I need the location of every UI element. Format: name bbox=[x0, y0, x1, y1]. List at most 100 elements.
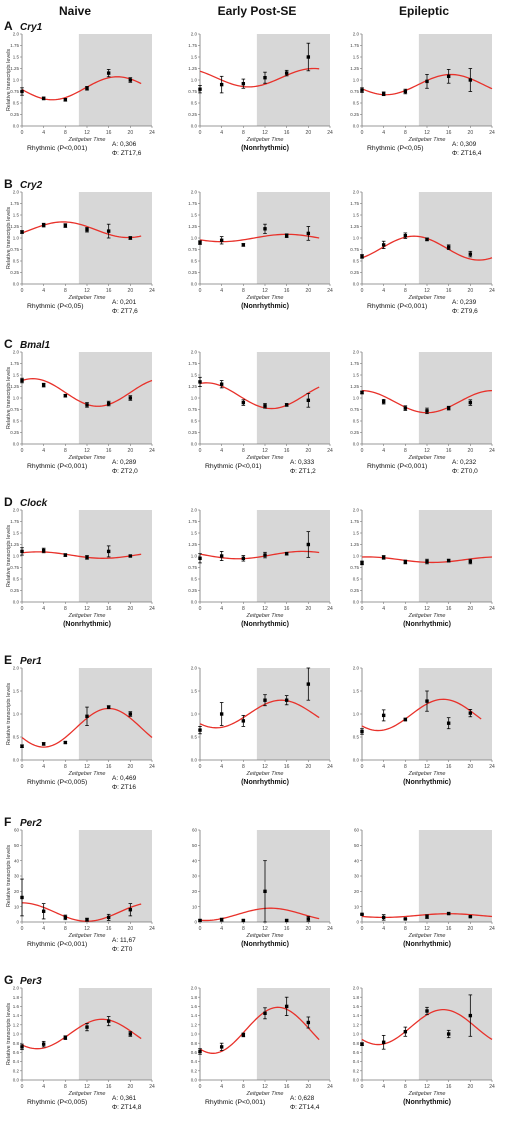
y-tick-label: 0.5 bbox=[13, 101, 20, 106]
data-point bbox=[20, 895, 24, 900]
rhythm-status: Rhythmic (P<0,001) bbox=[27, 463, 87, 470]
y-tick-label: 2.0 bbox=[191, 32, 198, 37]
data-point bbox=[20, 89, 24, 94]
data-point bbox=[20, 230, 24, 234]
y-tick-label: 2.0 bbox=[353, 32, 360, 37]
y-tick-label: 0 bbox=[356, 920, 359, 925]
y-tick-label: 1.75 bbox=[350, 519, 359, 524]
panel-clock-1: 0.0 0.25 0.5 0.75 1.0 1.25 1.5 1.75 2.0 0 4 8 12 16 20… bbox=[188, 508, 333, 628]
data-point bbox=[219, 82, 224, 87]
y-tick-label: 2.0 bbox=[353, 350, 360, 355]
y-tick-label: 0.5 bbox=[191, 101, 198, 106]
fit-curve bbox=[21, 221, 142, 239]
y-tick-label: 1.25 bbox=[188, 66, 197, 71]
y-tick-label: 50 bbox=[14, 843, 20, 848]
y-tick-label: 1.75 bbox=[350, 361, 359, 366]
phase-text: Φ: ZT16 bbox=[112, 784, 136, 791]
y-tick-label: 1.25 bbox=[350, 384, 359, 389]
rhythm-status: Rhythmic (P<0,01) bbox=[205, 463, 261, 470]
x-tick-label: 20 bbox=[306, 1084, 312, 1090]
x-tick-label: 20 bbox=[468, 130, 474, 136]
x-tick-label: 8 bbox=[242, 288, 245, 294]
y-tick-label: 1.5 bbox=[353, 55, 360, 60]
x-tick-label: 0 bbox=[361, 926, 364, 932]
x-tick-label: 24 bbox=[489, 130, 495, 136]
y-tick-label: 0.75 bbox=[188, 565, 197, 570]
y-tick-label: 0.0 bbox=[13, 600, 20, 605]
x-tick-label: 4 bbox=[220, 1084, 223, 1090]
x-tick-label: 16 bbox=[106, 764, 112, 770]
data-point bbox=[446, 911, 451, 916]
rhythm-status: (Nonrhythmic) bbox=[403, 941, 451, 948]
x-tick-label: 24 bbox=[149, 288, 155, 294]
data-point bbox=[425, 914, 429, 919]
dark-phase-band bbox=[418, 34, 492, 126]
x-tick-label: 12 bbox=[262, 606, 268, 612]
y-tick-label: 0.8 bbox=[353, 1041, 360, 1046]
data-point bbox=[468, 400, 473, 405]
rhythm-status: (Nonrhythmic) bbox=[403, 1099, 451, 1106]
rhythm-status: Rhythmic (P<0,005) bbox=[27, 1099, 87, 1106]
x-tick-label: 24 bbox=[149, 130, 155, 136]
data-point bbox=[85, 918, 89, 922]
y-axis-label: Relative transcripts levels bbox=[6, 1003, 12, 1066]
y-tick-label: 0.25 bbox=[350, 588, 359, 593]
y-tick-label: 1.5 bbox=[353, 531, 360, 536]
y-tick-label: 2.0 bbox=[13, 508, 20, 513]
data-point bbox=[284, 1004, 289, 1009]
panel-per2-2: 0 10 20 30 40 50 60 0 4 8 12 16 20 24 Zeitgeber Time (N… bbox=[354, 828, 495, 948]
data-point bbox=[284, 234, 289, 238]
x-tick-label: 24 bbox=[149, 1084, 155, 1090]
data-point bbox=[63, 553, 68, 557]
x-tick-label: 0 bbox=[21, 1084, 24, 1090]
x-tick-label: 16 bbox=[106, 288, 112, 294]
x-tick-label: 4 bbox=[382, 764, 385, 770]
x-tick-label: 20 bbox=[306, 606, 312, 612]
fit-curve bbox=[199, 1006, 320, 1054]
panel-letter: C bbox=[4, 337, 13, 351]
x-tick-label: 8 bbox=[404, 764, 407, 770]
phase-text: Φ: ZT16,4 bbox=[452, 150, 482, 157]
y-tick-label: 0.75 bbox=[350, 565, 359, 570]
data-point bbox=[306, 1020, 311, 1025]
y-tick-label: 30 bbox=[14, 874, 20, 879]
x-tick-label: 4 bbox=[42, 606, 45, 612]
x-tick-label: 0 bbox=[21, 764, 24, 770]
x-tick-label: 16 bbox=[106, 1084, 112, 1090]
data-point bbox=[63, 1035, 68, 1040]
data-point bbox=[41, 96, 46, 101]
x-tick-label: 16 bbox=[446, 926, 452, 932]
x-axis-label: Zeitgeber Time bbox=[408, 455, 446, 461]
y-tick-label: 2.0 bbox=[353, 666, 360, 671]
y-tick-label: 0.2 bbox=[191, 1068, 198, 1073]
column-title-naive: Naive bbox=[59, 4, 91, 18]
data-point bbox=[360, 1042, 364, 1046]
x-tick-label: 20 bbox=[306, 130, 312, 136]
data-point bbox=[468, 1013, 473, 1018]
x-tick-label: 12 bbox=[424, 926, 430, 932]
y-tick-label: 0.0 bbox=[191, 1078, 198, 1083]
x-tick-label: 24 bbox=[489, 1084, 495, 1090]
y-tick-label: 60 bbox=[14, 828, 20, 833]
phase-text: Φ: ZT7,6 bbox=[112, 308, 138, 315]
data-point bbox=[106, 1019, 111, 1023]
panel-per1-0: 0.0 0.5 1.0 1.5 2.0 0 4 8 12 16 20 24 Zeitgeber Time… bbox=[6, 666, 155, 791]
data-point bbox=[468, 78, 473, 82]
data-point bbox=[198, 240, 202, 245]
y-tick-label: 0.75 bbox=[350, 89, 359, 94]
x-tick-label: 24 bbox=[489, 448, 495, 454]
x-tick-label: 4 bbox=[220, 288, 223, 294]
y-axis-label: Relative transcripts levels bbox=[6, 525, 12, 588]
panel-per1-2: 0.0 0.5 1.0 1.5 2.0 0 4 8 12 16 20 24 Zeitgeber Time… bbox=[353, 666, 495, 786]
x-tick-label: 24 bbox=[327, 130, 333, 136]
y-tick-label: 1.25 bbox=[350, 66, 359, 71]
x-tick-label: 8 bbox=[64, 1084, 67, 1090]
y-tick-label: 0 bbox=[16, 920, 19, 925]
x-tick-label: 8 bbox=[64, 288, 67, 294]
dark-phase-band bbox=[78, 34, 152, 126]
y-tick-label: 0.5 bbox=[191, 735, 198, 740]
row-d: D Clock 0.0 0.25 0.5 0.75 1.0 1.25 1.5 1.75 2.0 0 4 8… bbox=[4, 495, 495, 628]
gene-name: Cry1 bbox=[20, 22, 43, 33]
y-tick-label: 0.5 bbox=[353, 419, 360, 424]
data-point bbox=[219, 1045, 224, 1049]
